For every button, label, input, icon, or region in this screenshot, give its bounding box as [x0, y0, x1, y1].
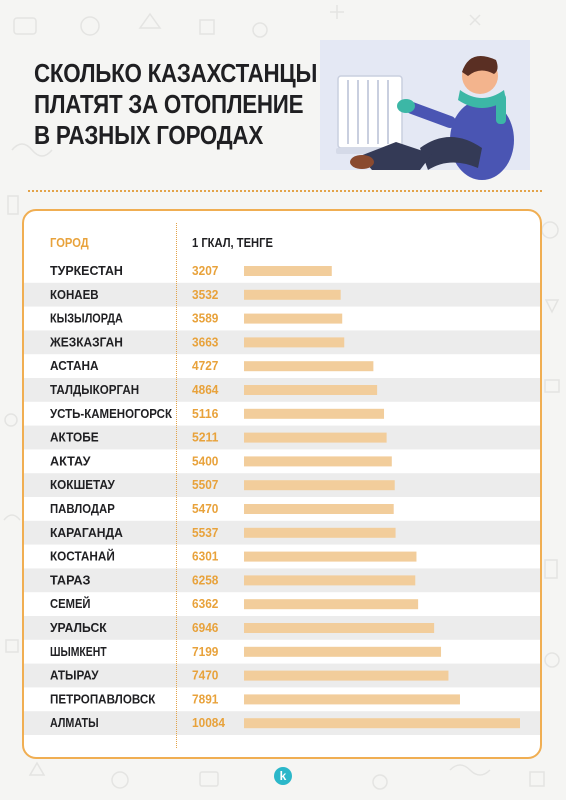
- city-label: ШЫМКЕНТ: [50, 644, 107, 659]
- title-line-2: ПЛАТЯТ ЗА ОТОПЛЕНИЕ: [34, 89, 304, 119]
- bar-chart: ТУРКЕСТАН 3207 КОНАЕВ 3532 КЫЗЫЛОРДА 3589 ЖЕЗК…: [24, 263, 540, 735]
- bar: [244, 337, 345, 348]
- man-by-radiator-illustration: [320, 40, 530, 180]
- header-city: ГОРОД: [50, 235, 89, 250]
- value-label: 7891: [192, 691, 218, 706]
- value-label: 4727: [192, 358, 218, 373]
- city-label: ТАРАЗ: [50, 572, 91, 587]
- page-title: СКОЛЬКО КАЗАХСТАНЦЫ ПЛАТЯТ ЗА ОТОПЛЕНИЕ …: [34, 58, 318, 151]
- city-label: ТУРКЕСТАН: [50, 263, 123, 278]
- price-table-card: ТУРКЕСТАН 3207 КОНАЕВ 3532 КЫЗЫЛОРДА 3589 ЖЕЗК…: [22, 209, 542, 759]
- value-label: 5507: [192, 477, 218, 492]
- title-line-1: СКОЛЬКО КАЗАХСТАНЦЫ: [34, 58, 318, 88]
- bar: [244, 718, 520, 729]
- city-label: ПЕТРОПАВЛОВСК: [50, 691, 155, 706]
- bar: [244, 361, 374, 372]
- bar: [244, 670, 449, 681]
- bar: [244, 266, 332, 276]
- value-label: 6301: [192, 549, 218, 564]
- bar: [244, 527, 396, 538]
- value-label: 7470: [192, 668, 218, 683]
- city-label: КОНАЕВ: [50, 287, 99, 302]
- bar: [244, 432, 387, 443]
- value-label: 3207: [192, 263, 218, 278]
- city-label: КОСТАНАЙ: [50, 549, 115, 564]
- value-label: 5211: [192, 430, 218, 445]
- value-label: 5537: [192, 525, 218, 540]
- city-label: АКТОБЕ: [50, 430, 99, 445]
- city-label: АЛМАТЫ: [50, 715, 99, 730]
- header-value: 1 ГКАЛ, ТЕНГЕ: [192, 235, 273, 250]
- column-divider: [176, 223, 177, 748]
- bar: [244, 694, 460, 705]
- value-label: 5400: [192, 453, 218, 468]
- value-label: 3589: [192, 311, 218, 326]
- value-label: 5470: [192, 501, 218, 516]
- bar: [244, 551, 417, 562]
- bar: [244, 385, 378, 395]
- city-label: АСТАНА: [50, 358, 99, 373]
- bar: [244, 408, 385, 419]
- value-label: 3663: [192, 334, 218, 349]
- bar: [244, 456, 392, 467]
- man-figure: [350, 56, 514, 180]
- bar: [244, 289, 341, 300]
- city-label: АКТАУ: [50, 453, 91, 468]
- bar: [244, 623, 435, 633]
- city-label: УРАЛЬСК: [50, 620, 107, 635]
- city-label: КАРАГАНДА: [50, 525, 123, 540]
- bar: [244, 480, 395, 491]
- city-label: УСТЬ-КАМЕНОГОРСК: [50, 406, 172, 421]
- bar: [244, 575, 416, 586]
- radiator-icon: [336, 75, 404, 154]
- value-label: 4864: [192, 382, 219, 397]
- value-label: 10084: [192, 715, 226, 730]
- value-label: 6258: [192, 572, 218, 587]
- value-label: 6362: [192, 596, 218, 611]
- title-line-3: В РАЗНЫХ ГОРОДАХ: [34, 120, 263, 150]
- value-label: 5116: [192, 406, 218, 421]
- bar: [244, 313, 343, 324]
- city-label: ПАВЛОДАР: [50, 501, 115, 516]
- value-label: 6946: [192, 620, 218, 635]
- dotted-divider: [28, 190, 542, 192]
- k-logo-icon: k: [274, 767, 292, 785]
- city-label: СЕМЕЙ: [50, 596, 91, 611]
- city-label: ЖЕЗКАЗГАН: [49, 334, 123, 349]
- city-label: ТАЛДЫКОРГАН: [50, 382, 139, 397]
- bar: [244, 646, 442, 657]
- city-label: КЫЗЫЛОРДА: [50, 311, 123, 326]
- city-label: АТЫРАУ: [50, 668, 99, 683]
- value-label: 3532: [192, 287, 218, 302]
- bar: [244, 599, 419, 610]
- value-label: 7199: [192, 644, 218, 659]
- city-label: КОКШЕТАУ: [50, 477, 116, 492]
- bar: [244, 504, 394, 514]
